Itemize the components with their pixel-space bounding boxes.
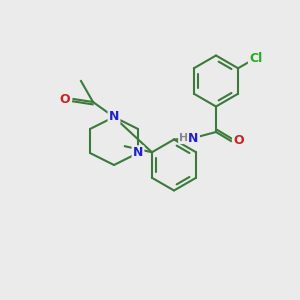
Text: H: H <box>179 133 188 143</box>
Text: N: N <box>188 131 199 145</box>
Text: Cl: Cl <box>249 52 262 64</box>
Text: O: O <box>60 92 70 106</box>
Text: O: O <box>233 134 244 148</box>
Text: N: N <box>109 110 119 124</box>
Text: N: N <box>133 146 143 160</box>
